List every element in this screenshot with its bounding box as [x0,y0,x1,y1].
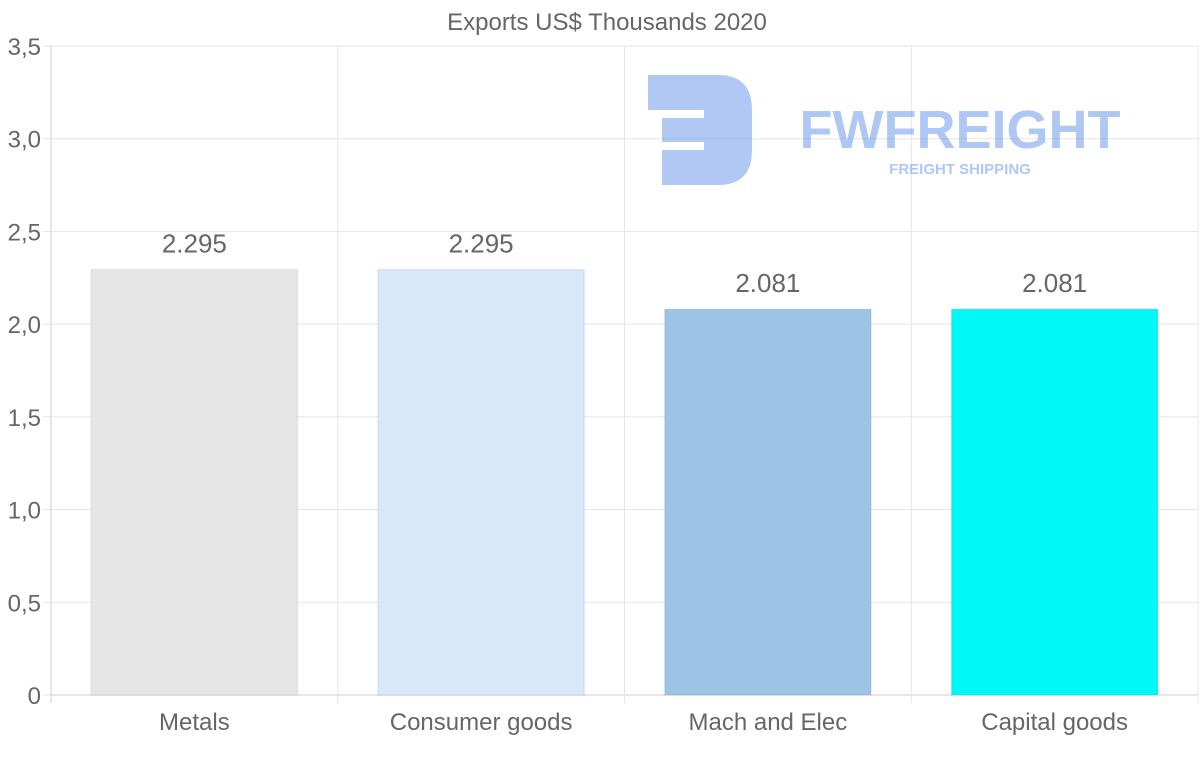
x-tick-label: Metals [159,709,230,736]
y-tick-label: 2,5 [8,219,41,246]
bar [663,308,873,696]
bar [376,268,586,696]
x-tick-label: Mach and Elec [688,709,847,736]
y-tick-label: 1,0 [8,498,41,525]
y-tick-label: 0,5 [8,590,41,617]
y-tick-label: 1,5 [8,405,41,432]
x-tick-label: Capital goods [981,709,1128,736]
watermark-tagline-text: FREIGHT SHIPPING [889,161,1031,178]
bar-value-label: 2.295 [162,228,227,258]
value-labels: 2.295 2.295 2.081 2.081 [162,228,1087,298]
chart-title: Exports US$ Thousands 2020 [447,9,767,36]
bar-value-label: 2.081 [1022,268,1087,298]
y-axis-ticks: 0 0,5 1,0 1,5 2,0 2,5 3,0 3,5 [8,34,41,710]
bar [950,308,1159,696]
y-tick-label: 3,5 [8,34,41,61]
y-tick-label: 3,0 [8,127,41,154]
bars [90,268,1159,696]
bar-value-label: 2.295 [449,228,514,258]
y-tick-label: 2,0 [8,312,41,339]
y-tick-label: 0 [28,683,41,710]
bar [90,268,299,696]
bar-value-label: 2.081 [735,268,800,298]
watermark-brand-text: FWFREIGHT [800,100,1121,160]
x-axis-ticks: Metals Consumer goods Mach and Elec Capital… [159,709,1128,736]
watermark-logo-icon [648,75,752,185]
x-tick-label: Consumer goods [390,709,573,736]
watermark-logo: FWFREIGHT FREIGHT SHIPPING [648,75,1120,185]
